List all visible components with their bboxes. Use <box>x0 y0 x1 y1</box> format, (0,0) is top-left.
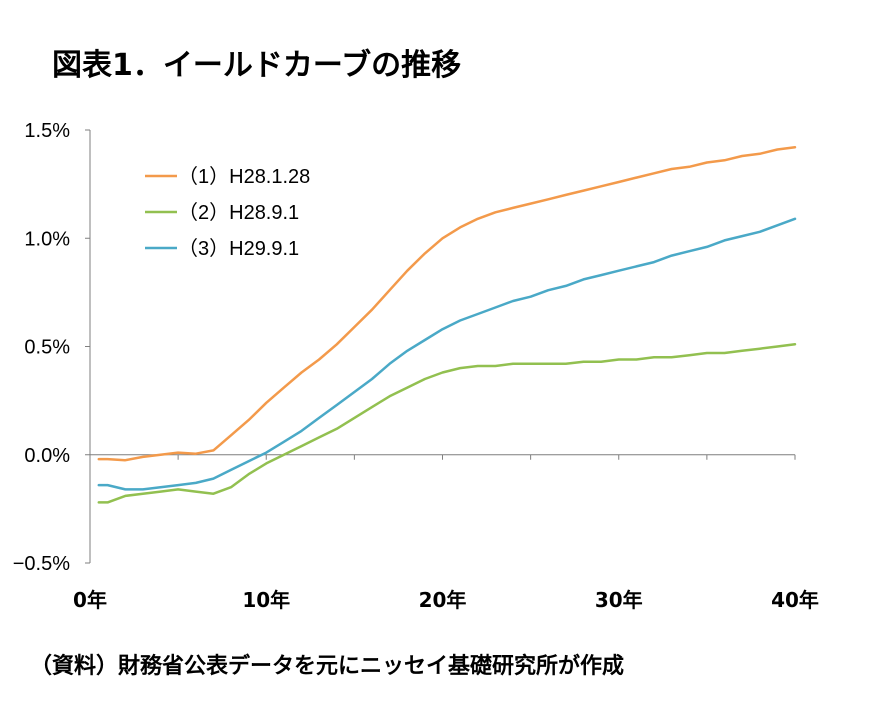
series-lines <box>97 146 797 504</box>
legend-label-1: （1）H28.1.28 <box>178 165 310 188</box>
series-line-2 <box>97 343 797 504</box>
source-note: （資料）財務省公表データを元にニッセイ基礎研究所が作成 <box>30 654 625 679</box>
y-tick-label: 1.0% <box>24 228 70 250</box>
axes <box>85 129 796 564</box>
x-tick-label: 0年 <box>73 588 107 612</box>
series-line-3 <box>97 217 797 491</box>
y-tick-label: 1.5% <box>24 120 70 142</box>
legend-label-2: （2）H28.9.1 <box>178 201 299 224</box>
y-axis-labels: 1.5% 1.0% 0.5% 0.0% −0.5% <box>13 120 70 575</box>
chart-title: 図表1．イールドカーブの推移 <box>52 48 462 83</box>
x-axis-labels: 0年 10年 20年 30年 40年 <box>73 588 819 612</box>
x-tick-label: 40年 <box>771 588 819 612</box>
y-tick-label: 0.0% <box>24 445 70 467</box>
x-tick-label: 10年 <box>242 588 290 612</box>
x-tick-label: 30年 <box>595 588 643 612</box>
x-tick-label: 20年 <box>419 588 467 612</box>
y-tick-label: 0.5% <box>24 337 70 359</box>
legend-label-3: （3）H29.9.1 <box>178 237 299 260</box>
series-line-1 <box>97 146 797 462</box>
legend: （1）H28.1.28 （2）H28.9.1 （3）H29.9.1 <box>145 165 310 260</box>
y-tick-label: −0.5% <box>13 553 70 575</box>
